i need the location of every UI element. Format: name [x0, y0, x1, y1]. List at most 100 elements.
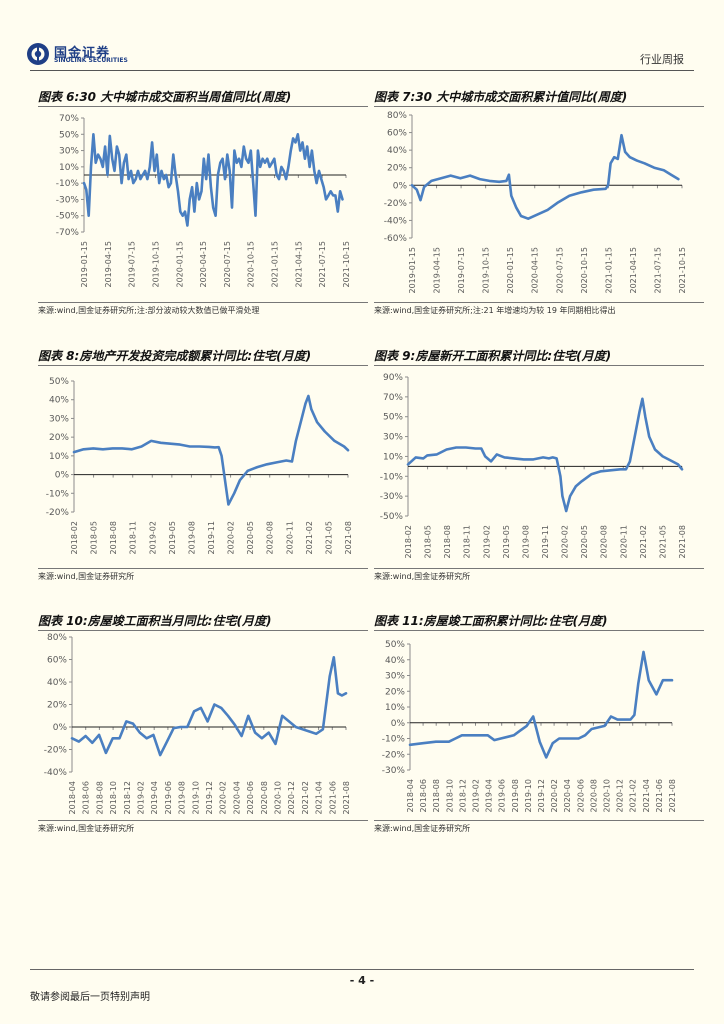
x-tick-label: 2019-12: [205, 781, 214, 814]
x-tick-label: 2018-06: [419, 779, 428, 812]
x-tick-label: 2019-12: [537, 779, 546, 812]
y-tick-label: 70%: [383, 393, 403, 403]
x-tick-label: 2020-11: [285, 521, 294, 554]
x-tick-label: 2019-07-15: [128, 241, 137, 288]
page-header: 国金证券 SINOLINK SECURITIES 行业周报: [0, 0, 724, 80]
y-tick-label: 70%: [59, 114, 79, 124]
x-tick-label: 2019-02: [472, 779, 481, 812]
title-rule: [374, 106, 704, 107]
y-tick-label: 20%: [385, 687, 405, 697]
y-tick-label: -10%: [380, 472, 404, 482]
title-rule: [374, 365, 704, 366]
y-tick-label: 60%: [47, 656, 67, 666]
x-tick-label: 2019-08: [521, 525, 530, 558]
x-tick-label: 2021-06: [655, 779, 664, 812]
x-tick-label: 2019-08: [187, 521, 196, 554]
y-tick-label: 0%: [393, 181, 408, 191]
x-tick-label: 2021-08: [344, 521, 353, 554]
x-tick-label: 2018-11: [463, 525, 472, 558]
x-tick-label: 2019-04-15: [433, 247, 442, 294]
chart-source: 来源:wind,国金证券研究所;注:21 年增速均为较 19 年同期相比得出: [374, 306, 616, 315]
y-tick-label: -50%: [380, 512, 404, 522]
sinolink-logo-icon: [27, 43, 49, 65]
x-tick-label: 2021-08: [342, 781, 351, 814]
y-tick-label: -20%: [46, 508, 70, 518]
chart-panel-7: 图表 7:30 大中城市成交面积累计值同比(周度) 80% 60% 40% 20% 0%…: [374, 88, 704, 328]
x-tick-label: 2019-01-15: [408, 247, 417, 294]
chart-source: 来源:wind,国金证券研究所;注:部分波动较大数值已做平滑处理: [38, 306, 260, 315]
logo-chinese-name: 国金证券: [54, 46, 111, 61]
title-rule: [38, 630, 368, 631]
y-tick-label: -10%: [382, 735, 406, 745]
x-tick-label: 2021-04-15: [629, 247, 638, 294]
source-rule: [374, 568, 704, 569]
x-tick-label: 2019-02: [137, 781, 146, 814]
x-tick-label: 2021-01-15: [604, 247, 613, 293]
y-tick-label: 50%: [59, 130, 79, 140]
title-rule: [38, 106, 368, 107]
x-tick-label: 2018-08: [443, 525, 452, 558]
x-tick-label: 2018-08: [432, 779, 441, 812]
x-tick-label: 2018-02: [404, 525, 413, 558]
x-tick-label: 2019-06: [498, 779, 507, 812]
chart-panel-9: 图表 9:房屋新开工面积累计同比:住宅(月度) 90% 70% 50% 30% 10% -…: [374, 347, 704, 582]
x-tick-label: 2020-04-15: [531, 247, 540, 294]
y-tick-label: 30%: [49, 414, 69, 424]
chart-source: 来源:wind,国金证券研究所: [374, 572, 471, 581]
y-tick-label: 20%: [387, 164, 407, 174]
y-tick-label: 30%: [385, 672, 405, 682]
y-tick-label: -30%: [382, 766, 406, 776]
x-tick-label: 2019-01-15: [80, 241, 89, 288]
chart-source: 来源:wind,国金证券研究所: [38, 824, 135, 833]
x-tick-label: 2021-01-15: [271, 241, 280, 287]
x-tick-label: 2018-06: [82, 781, 91, 814]
y-tick-label: 40%: [387, 146, 407, 156]
y-tick-label: -40%: [384, 216, 408, 226]
x-tick-label: 2020-10-15: [580, 247, 589, 294]
y-tick-label: -20%: [384, 199, 408, 209]
x-tick-label: 2020-12: [287, 781, 296, 814]
x-tick-label: 2020-07-15: [555, 247, 564, 294]
x-tick-label: 2020-11: [619, 525, 628, 558]
x-tick-label: 2020-08: [260, 781, 269, 814]
x-tick-label: 2018-10: [445, 779, 454, 812]
y-tick-label: -10%: [56, 179, 80, 189]
source-rule: [374, 820, 704, 821]
x-tick-label: 2021-04: [642, 779, 651, 812]
x-tick-label: 2020-10: [603, 779, 612, 812]
chart-source: 来源:wind,国金证券研究所: [374, 824, 471, 833]
y-tick-label: 10%: [385, 703, 405, 713]
x-tick-label: 2019-07-15: [457, 247, 466, 294]
chart-panel-8: 图表 8:房地产开发投资完成额累计同比:住宅(月度) 50% 40% 30% 20% 1…: [38, 347, 368, 582]
x-tick-label: 2020-10-15: [247, 241, 256, 287]
x-tick-label: 2020-02: [561, 525, 570, 558]
title-rule: [38, 365, 368, 366]
source-rule: [38, 820, 368, 821]
x-tick-label: 2020-08: [589, 779, 598, 812]
y-tick-label: 30%: [59, 147, 79, 157]
y-tick-label: 50%: [383, 413, 403, 423]
chart-source: 来源:wind,国金证券研究所: [38, 572, 135, 581]
x-tick-label: 2018-02: [70, 521, 79, 554]
chart-10-svg: 80% 60% 40% 20% 0% -20% -40%2018-04 2018-06 2018…: [44, 633, 351, 814]
y-tick-label: 80%: [387, 111, 407, 121]
x-tick-label: 2021-02: [301, 781, 310, 814]
header-divider: [30, 70, 694, 71]
x-tick-label: 2020-08: [266, 521, 275, 554]
x-tick-label: 2020-02: [219, 781, 228, 814]
x-tick-label: 2018-11: [129, 521, 138, 554]
chart-panel-6: 图表 6:30 大中城市成交面积当周值同比(周度) 70% 50% 30% 10% -1…: [38, 88, 368, 328]
x-tick-label: 2019-04: [150, 781, 159, 814]
x-tick-label: 2018-05: [90, 521, 99, 554]
logo-english-name: SINOLINK SECURITIES: [54, 57, 128, 64]
company-logo: 国金证券 SINOLINK SECURITIES: [26, 40, 136, 70]
y-tick-label: 10%: [383, 452, 403, 462]
x-tick-label: 2020-01-15: [175, 241, 184, 288]
y-tick-label: 60%: [387, 129, 407, 139]
y-tick-label: -50%: [56, 212, 80, 222]
y-tick-label: 10%: [49, 452, 69, 462]
x-tick-label: 2019-02: [148, 521, 157, 554]
chart-title: 图表 8:房地产开发投资完成额累计同比:住宅(月度): [38, 349, 312, 363]
y-tick-label: 90%: [383, 373, 403, 383]
x-tick-label: 2019-11: [207, 521, 216, 554]
